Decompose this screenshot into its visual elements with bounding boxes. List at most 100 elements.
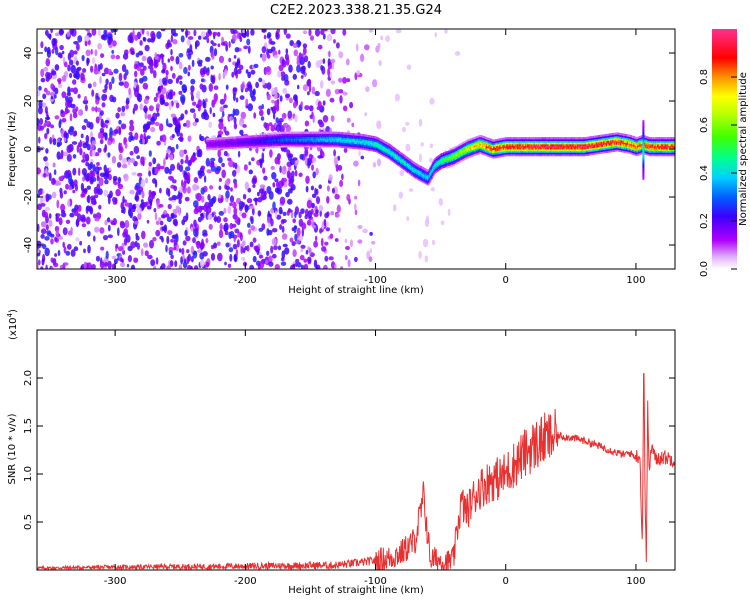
heatmap-cell [159, 97, 165, 106]
heatmap-cell [242, 29, 246, 34]
heatmap-cell [257, 136, 260, 139]
heatmap-cell [333, 149, 336, 157]
heatmap-cell [186, 39, 191, 46]
heatmap-cell [153, 266, 157, 269]
heatmap-cell [184, 109, 188, 115]
heatmap-cell [444, 29, 448, 34]
heatmap-cell [216, 31, 221, 37]
heatmap-cell [287, 110, 293, 119]
heatmap-cell [103, 67, 110, 75]
heatmap-cell [104, 219, 108, 226]
heatmap-cell [130, 157, 136, 164]
heatmap-cell [91, 57, 96, 65]
heatmap-cell [86, 144, 91, 151]
heatmap-cell [167, 78, 173, 85]
heatmap-cell [289, 158, 295, 166]
heatmap-cell [134, 70, 138, 78]
heatmap-cell [197, 216, 202, 223]
heatmap-cell [224, 130, 230, 136]
heatmap-cell [209, 185, 214, 190]
heatmap-cell [41, 102, 47, 108]
heatmap-cell [187, 135, 192, 142]
heatmap-cell [229, 253, 233, 262]
heatmap-cell [250, 29, 255, 36]
heatmap-cell [253, 197, 259, 202]
heatmap-cell [300, 208, 305, 214]
heatmap-cell [262, 146, 265, 149]
heatmap-cell [139, 103, 143, 111]
heatmap-cell [342, 105, 348, 112]
heatmap-cell [260, 116, 265, 121]
heatmap-cell [59, 191, 64, 199]
heatmap-cell [50, 83, 55, 90]
heatmap-cell [72, 79, 77, 85]
heatmap-cell [90, 48, 93, 55]
heatmap-cell [104, 94, 108, 100]
heatmap-cell [111, 155, 117, 164]
heatmap-cell [350, 239, 353, 248]
heatmap-cell [178, 248, 182, 253]
heatmap-cell [155, 257, 159, 265]
heatmap-cell [357, 179, 361, 187]
heatmap-cell [61, 91, 67, 99]
heatmap-cell [72, 167, 77, 176]
heatmap-cell [218, 178, 222, 182]
heatmap-cell [120, 262, 126, 268]
heatmap-cell [418, 250, 422, 259]
heatmap-cell [140, 156, 145, 165]
heatmap-cell [154, 212, 158, 221]
heatmap-cell [210, 165, 216, 172]
heatmap-cell [64, 61, 68, 68]
heatmap-cell [69, 127, 73, 136]
heatmap-cell [170, 55, 175, 62]
heatmap-cell [233, 122, 238, 130]
heatmap-cell [378, 60, 382, 66]
heatmap-cell [182, 240, 187, 246]
heatmap-cell [244, 246, 248, 251]
heatmap-cell [213, 242, 218, 249]
heatmap-cell [117, 183, 124, 190]
heatmap-cell [399, 170, 405, 177]
heatmap-cell [202, 98, 206, 108]
heatmap-cell [93, 67, 99, 75]
heatmap-cell [49, 92, 55, 96]
heatmap-cell [58, 176, 64, 181]
heatmap-cell [279, 196, 286, 205]
heatmap-cell [51, 38, 57, 47]
heatmap-cell [85, 49, 91, 57]
heatmap-cell [53, 178, 56, 184]
heatmap-cell [225, 185, 231, 191]
heatmap-cell [119, 220, 125, 226]
heatmap-cell [404, 121, 410, 126]
heatmap-cell [39, 189, 43, 195]
heatmap-cell [263, 143, 265, 146]
heatmap-cell [51, 70, 57, 76]
heatmap-cell [66, 243, 72, 250]
heatmap-cell [175, 56, 180, 65]
heatmap-cell [223, 150, 228, 157]
heatmap-cell [122, 195, 125, 204]
heatmap-cell [66, 145, 72, 154]
heatmap-cell [180, 94, 186, 103]
heatmap-cell [115, 243, 119, 249]
heatmap-cell [263, 133, 265, 136]
heatmap-cell [266, 228, 270, 236]
heatmap-cell [246, 29, 250, 38]
heatmap-cell [194, 265, 199, 269]
heatmap-cell [288, 181, 294, 187]
heatmap-cell [172, 91, 176, 96]
heatmap-cell [179, 80, 183, 85]
heatmap-cell [141, 230, 146, 240]
heatmap-cell [76, 213, 82, 222]
heatmap-cell [282, 243, 288, 248]
heatmap-cell [133, 63, 138, 70]
heatmap-cell [170, 254, 174, 260]
heatmap-cell [265, 146, 268, 149]
heatmap-cell [134, 195, 139, 201]
heatmap-cell [213, 48, 218, 57]
heatmap-cell [280, 71, 286, 78]
heatmap-cell [201, 238, 204, 247]
heatmap-cell [253, 147, 255, 150]
heatmap-cell [170, 163, 175, 171]
heatmap-cell [178, 164, 184, 172]
